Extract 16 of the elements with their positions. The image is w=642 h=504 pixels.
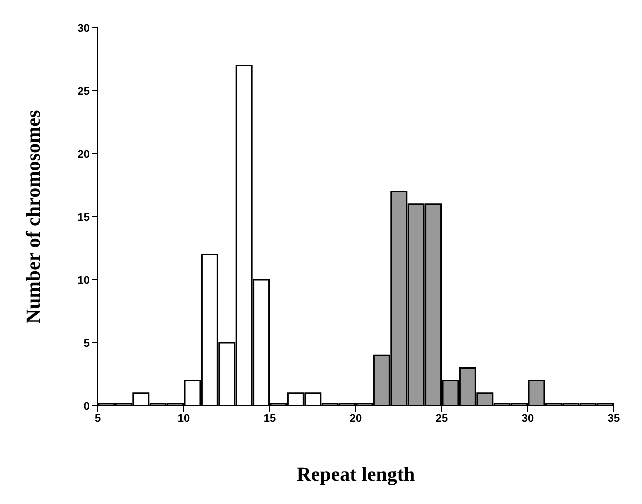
y-tick-label: 5: [84, 338, 90, 350]
x-tick-label: 20: [350, 412, 362, 425]
y-tick-label: 30: [78, 22, 90, 35]
x-tick-label: 25: [436, 412, 448, 425]
x-tick-label: 30: [522, 412, 534, 425]
y-tick-label: 0: [84, 400, 90, 413]
y-axis-title: Number of chromosomes: [23, 110, 46, 324]
x-tick-label: 10: [178, 412, 190, 425]
y-tick-label: 20: [78, 148, 90, 161]
y-tick-label: 10: [78, 274, 90, 287]
x-tick-label: 5: [94, 412, 102, 425]
x-tick-label: 15: [264, 412, 276, 425]
y-tick-label: 25: [78, 86, 90, 98]
x-axis-title: Repeat length: [296, 464, 416, 486]
x-tick-label: 35: [608, 412, 620, 425]
y-tick-label: 15: [78, 212, 90, 224]
